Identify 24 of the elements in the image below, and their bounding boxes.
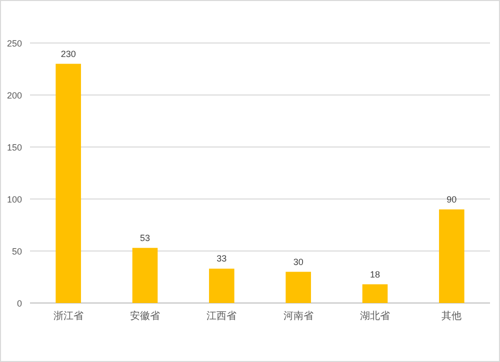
bar	[362, 284, 388, 303]
bar	[56, 64, 81, 303]
x-tick-label: 湖北省	[360, 310, 390, 322]
bar	[209, 268, 234, 303]
y-tick-label: 150	[6, 142, 22, 152]
x-tick-label: 河南省	[283, 310, 314, 322]
y-tick-label: 200	[6, 90, 22, 100]
data-label: 33	[216, 254, 227, 264]
y-tick-label: 100	[6, 194, 22, 204]
data-label: 230	[60, 48, 76, 59]
bar	[132, 248, 158, 303]
data-label: 30	[293, 256, 304, 267]
x-tick-label: 其他	[442, 310, 462, 322]
data-label: 18	[370, 269, 380, 280]
y-tick-label: 0	[16, 298, 22, 308]
x-tick-label: 江西省	[206, 310, 237, 322]
x-tick-label: 安徽省	[130, 310, 160, 322]
data-label: 90	[446, 194, 457, 204]
x-tick-label: 浙江省	[53, 310, 84, 322]
y-tick-label: 50	[12, 246, 22, 256]
data-label: 53	[140, 232, 150, 243]
y-tick-label: 250	[6, 38, 22, 48]
bar	[439, 209, 464, 303]
bar	[286, 272, 311, 303]
